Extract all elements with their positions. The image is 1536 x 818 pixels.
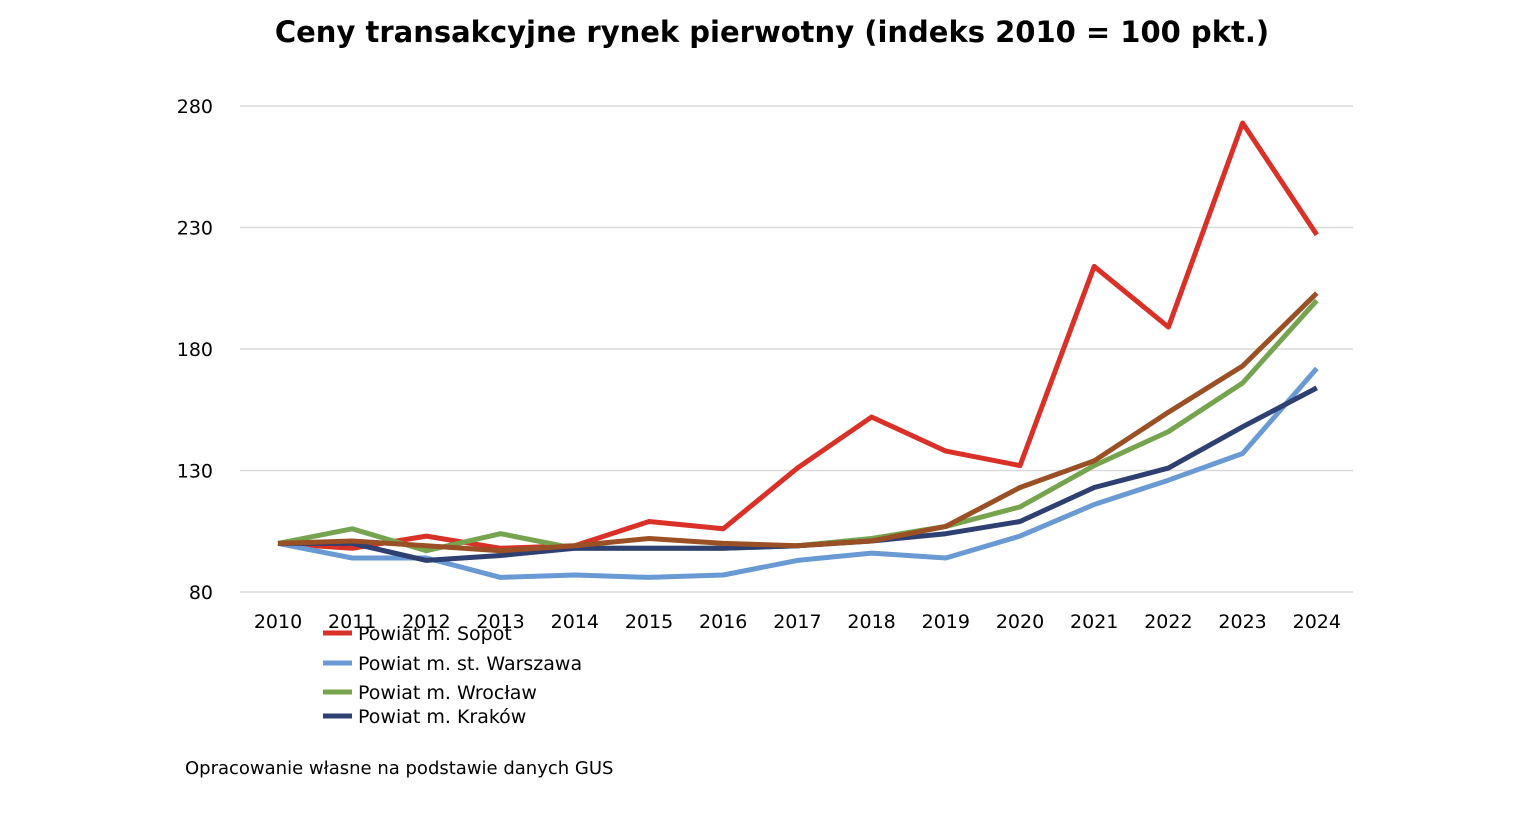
- x-tick-label: 2013: [476, 611, 524, 633]
- gridlines: [240, 105, 1353, 593]
- series-line-powiat-m-krak-w: [278, 385, 1318, 563]
- x-tick-label: 2021: [1070, 611, 1118, 633]
- x-tick-label: 2022: [1144, 611, 1192, 633]
- y-axis-ticks: 80 130 180 230 280: [177, 96, 213, 604]
- legend-label: Powiat m. Sopot: [358, 623, 512, 645]
- source-footnote: Opracowanie własne na podstawie danych G…: [185, 758, 614, 779]
- x-tick-label: 2014: [551, 611, 599, 633]
- y-tick-label: 230: [177, 218, 213, 240]
- x-tick-label: 2020: [996, 611, 1044, 633]
- series-lines: [277, 120, 1319, 580]
- x-tick-label: 2018: [847, 611, 895, 633]
- y-tick-label: 280: [177, 96, 213, 118]
- legend-label: Powiat m. Kraków: [358, 706, 526, 728]
- chart-title: Ceny transakcyjne rynek pierwotny (indek…: [275, 15, 1269, 49]
- series-line-unnamed-4: [277, 291, 1319, 554]
- y-tick-label: 180: [177, 339, 213, 361]
- legend-label: Powiat m. Wrocław: [358, 682, 537, 704]
- legend: Powiat m. Sopot Powiat m. st. Warszawa Pow…: [323, 623, 582, 728]
- x-tick-label: 2010: [254, 611, 302, 633]
- x-tick-label: 2012: [402, 611, 450, 633]
- y-tick-label: 80: [189, 582, 213, 604]
- y-tick-label: 130: [177, 461, 213, 483]
- x-tick-label: 2019: [922, 611, 970, 633]
- x-tick-label: 2015: [625, 611, 673, 633]
- x-axis-ticks: 2010 2011 2012 2013 2014 2015 2016 2017 2018 2019…: [254, 611, 1341, 633]
- x-tick-label: 2023: [1218, 611, 1266, 633]
- series-line-powiat-m-st-warszawa: [277, 366, 1319, 580]
- x-tick-label: 2024: [1293, 611, 1341, 633]
- x-tick-label: 2017: [773, 611, 821, 633]
- series-line-powiat-m-sopot: [277, 120, 1319, 551]
- series-line-powiat-m-wroc-aw: [277, 298, 1319, 554]
- legend-label: Powiat m. st. Warszawa: [358, 653, 582, 675]
- x-tick-label: 2016: [699, 611, 747, 633]
- x-tick-label: 2011: [328, 611, 376, 633]
